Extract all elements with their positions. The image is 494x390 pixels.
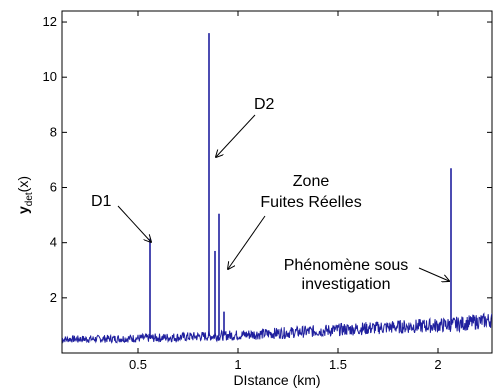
x-tick-label: 1 xyxy=(234,357,241,372)
annotation-phen-line1: Phénomène sous xyxy=(284,257,409,274)
x-axis: 0.5 1 1.5 2 xyxy=(129,11,442,372)
arrow-zone xyxy=(228,215,266,269)
y-tick-label: 10 xyxy=(43,69,57,84)
peaks xyxy=(149,33,452,338)
x-tick-label: 2 xyxy=(434,357,441,372)
y-tick-label: 2 xyxy=(50,290,57,305)
annotation-d1: D1 xyxy=(91,193,112,210)
x-axis-label: DIstance (km) xyxy=(233,372,320,388)
y-axis-label-main: y xyxy=(15,206,31,214)
arrow-d1 xyxy=(117,205,151,242)
y-tick-label: 4 xyxy=(50,235,57,250)
annotation-phen-line2: investigation xyxy=(302,276,391,293)
x-tick-label: 1.5 xyxy=(329,357,347,372)
y-axis: 2 4 6 8 10 12 xyxy=(43,14,492,305)
arrow-d2 xyxy=(216,114,256,157)
y-tick-label: 6 xyxy=(50,180,57,195)
y-axis-label-sub: det xyxy=(24,192,35,206)
y-axis-label: ydet(x) xyxy=(15,176,35,214)
y-axis-label-tail: (x) xyxy=(15,176,31,192)
annotation-d2: D2 xyxy=(254,96,275,113)
annotation-zone-line1: Zone xyxy=(293,173,330,190)
arrow-phen xyxy=(418,267,449,281)
series-line xyxy=(62,312,492,344)
y-tick-label: 8 xyxy=(50,124,57,139)
y-tick-label: 12 xyxy=(43,14,57,29)
x-tick-label: 0.5 xyxy=(129,357,147,372)
annotation-zone-line2: Fuites Réelles xyxy=(260,194,361,211)
plot-area xyxy=(61,10,493,354)
